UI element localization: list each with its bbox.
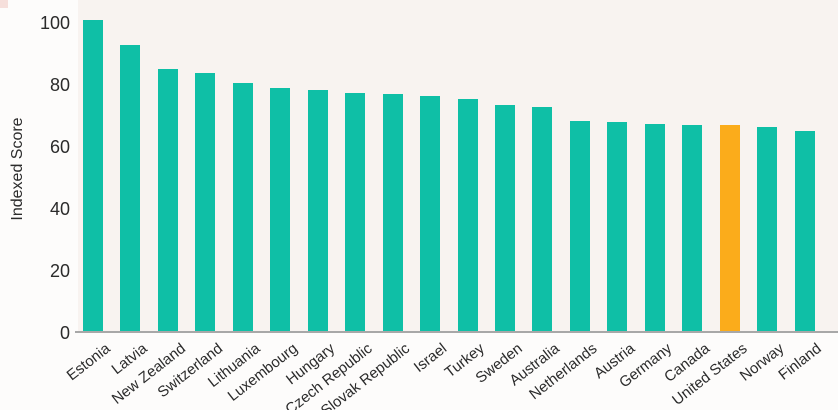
- bar-germany: [644, 124, 665, 333]
- bar-latvia: [120, 45, 141, 333]
- bar-turkey: [457, 99, 478, 333]
- bar-sweden: [494, 105, 515, 333]
- bar-united-states: [719, 125, 740, 333]
- x-tick-label: Estonia: [63, 340, 114, 385]
- bar-austria: [607, 122, 628, 333]
- y-tick-label: 100: [39, 13, 70, 33]
- bar-luxembourg: [270, 88, 291, 333]
- bar-slovak-republic: [382, 94, 403, 333]
- y-tick-label: 0: [59, 323, 70, 343]
- bar-switzerland: [195, 73, 216, 333]
- x-tick-label: Finland: [775, 340, 826, 384]
- bar-finland: [794, 131, 815, 333]
- bar-new-zealand: [157, 69, 178, 333]
- corner-artifact: [0, 0, 8, 8]
- bar-norway: [757, 127, 778, 333]
- bar-israel: [420, 96, 441, 333]
- y-tick-label: 60: [49, 137, 70, 157]
- x-axis-line: [75, 331, 838, 333]
- bar-canada: [682, 125, 703, 333]
- bar-czech-republic: [345, 93, 366, 333]
- bar-netherlands: [569, 121, 590, 333]
- bar-lithuania: [232, 83, 253, 333]
- y-tick-label: 20: [49, 261, 70, 281]
- y-tick-label: 40: [49, 199, 70, 219]
- bar-hungary: [307, 90, 328, 333]
- y-tick-label: 80: [49, 75, 70, 95]
- bar-estonia: [83, 20, 103, 333]
- bar-australia: [532, 107, 553, 333]
